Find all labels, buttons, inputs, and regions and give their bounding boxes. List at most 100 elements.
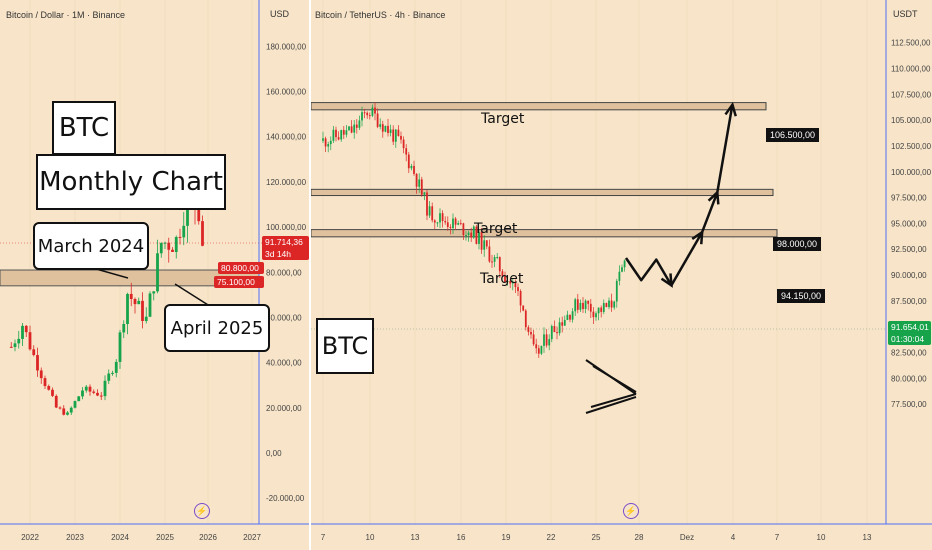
candle-body xyxy=(32,349,36,356)
candle-body xyxy=(485,240,488,247)
candle-body xyxy=(345,130,348,135)
candle-body xyxy=(111,372,114,374)
y-tick-label: 60.000,00 xyxy=(266,313,302,322)
candle-body xyxy=(493,257,496,262)
level-tag-upper[interactable]: 80.800,00 xyxy=(218,262,264,274)
candle-body xyxy=(28,332,32,350)
candle-body xyxy=(589,303,592,312)
time-axis[interactable] xyxy=(311,524,932,550)
target-value-tag-1[interactable]: 106.500,00 xyxy=(766,128,820,142)
candle-body xyxy=(478,232,480,244)
candle-body xyxy=(353,124,356,133)
candle-body xyxy=(561,322,564,326)
candle-body xyxy=(415,173,418,187)
y-tick-label: 82.500,00 xyxy=(891,349,927,358)
target-zone xyxy=(311,102,767,111)
candle-body xyxy=(167,242,171,250)
candle-body xyxy=(324,138,327,147)
symbol-header[interactable]: Bitcoin / Dollar · 1M · Binance xyxy=(6,10,126,20)
arrowhead xyxy=(707,189,720,205)
candle-body xyxy=(480,232,483,250)
y-tick-label: 90.000,00 xyxy=(891,271,927,280)
candle-body xyxy=(618,271,621,281)
currency-label[interactable]: USD xyxy=(270,9,290,19)
candle-body xyxy=(368,115,371,117)
candle-body xyxy=(152,291,156,294)
candle-body xyxy=(467,232,470,235)
x-tick-label: 2027 xyxy=(243,533,261,542)
y-tick-label: 97.500,00 xyxy=(891,194,927,203)
four-hour-chart-pane[interactable]: 112.500,00 110.000,00 107.500,00 105.000,00… xyxy=(311,0,932,550)
candle-body xyxy=(501,271,504,277)
candle-body xyxy=(39,370,43,379)
candle-body xyxy=(69,407,73,413)
target-value-tag-3[interactable]: 94.150,00 xyxy=(777,289,826,303)
monthly-chart-pane[interactable]: 180.000,00 160.000,00 140.000,00 120.000,00… xyxy=(0,0,311,550)
candle-body xyxy=(543,334,545,346)
candle-body xyxy=(623,260,626,268)
currency-label[interactable]: USDT xyxy=(893,9,918,19)
candle-body xyxy=(537,348,540,354)
monthly-chart-box: Monthly Chart xyxy=(36,154,226,210)
candle-body xyxy=(444,220,447,223)
lightning-icon[interactable]: ⚡ xyxy=(194,503,210,519)
candle-body xyxy=(387,125,389,133)
candle-body xyxy=(366,112,369,116)
y-tick-label: 107.500,00 xyxy=(891,90,932,99)
target-value-tag-2[interactable]: 98.000,00 xyxy=(773,237,822,251)
symbol-header[interactable]: Bitcoin / TetherUS · 4h · Binance xyxy=(315,10,446,20)
candle-body xyxy=(340,129,343,140)
four-hour-chart-canvas[interactable]: 112.500,00 110.000,00 107.500,00 105.000,00… xyxy=(311,0,932,550)
candle-body xyxy=(579,302,582,310)
candle-body xyxy=(397,129,400,136)
y-tick-label: 140.000,00 xyxy=(266,133,307,142)
candle-body xyxy=(511,282,514,284)
candle-body xyxy=(335,129,337,138)
target-zone xyxy=(311,229,778,238)
target-zone xyxy=(311,188,774,197)
candle-body xyxy=(428,206,431,216)
monthly-chart-canvas[interactable]: 180.000,00 160.000,00 140.000,00 120.000,00… xyxy=(0,0,311,550)
candle-body xyxy=(576,299,579,310)
candle-body xyxy=(569,314,571,320)
x-tick-label: 2025 xyxy=(156,533,174,542)
candle-body xyxy=(615,280,618,302)
x-tick-label: 2023 xyxy=(66,533,84,542)
candle-body xyxy=(9,346,13,348)
candle-body xyxy=(159,243,163,254)
lightning-icon[interactable]: ⚡ xyxy=(623,503,639,519)
candle-body xyxy=(361,112,363,121)
candle-body xyxy=(439,213,441,223)
y-tick-label: 80.000,00 xyxy=(891,374,927,383)
x-tick-label: 2026 xyxy=(199,533,217,542)
candle-body xyxy=(452,218,454,229)
candle-body xyxy=(509,281,512,284)
current-price-tag[interactable]: 91.654,01 01:30:04 xyxy=(888,321,931,345)
x-tick-label: 13 xyxy=(863,533,872,542)
time-axis[interactable] xyxy=(0,524,311,550)
candle-body xyxy=(592,311,595,318)
candle-body xyxy=(556,332,558,334)
candle-body xyxy=(574,299,577,312)
x-tick-label: 7 xyxy=(775,533,780,542)
pane-divider[interactable] xyxy=(309,0,312,550)
candle-body xyxy=(355,124,358,128)
candle-body xyxy=(389,129,392,133)
candle-body xyxy=(342,129,345,135)
candle-body xyxy=(532,334,535,345)
candle-body xyxy=(54,395,58,408)
candle-body xyxy=(483,240,486,250)
candle-body xyxy=(374,107,376,114)
x-tick-label: 10 xyxy=(817,533,826,542)
candle-body xyxy=(392,129,395,142)
x-tick-label: 28 xyxy=(635,533,644,542)
candle-body xyxy=(103,380,107,397)
candle-body xyxy=(514,282,517,288)
candle-body xyxy=(148,293,152,317)
current-price-tag[interactable]: 91.714,36 3d 14h xyxy=(262,236,309,260)
candle-body xyxy=(621,267,623,272)
level-tag[interactable]: 75.100,00 xyxy=(214,276,264,288)
candle-body xyxy=(470,232,473,238)
candle-body xyxy=(66,412,69,415)
candle-body xyxy=(402,139,405,149)
